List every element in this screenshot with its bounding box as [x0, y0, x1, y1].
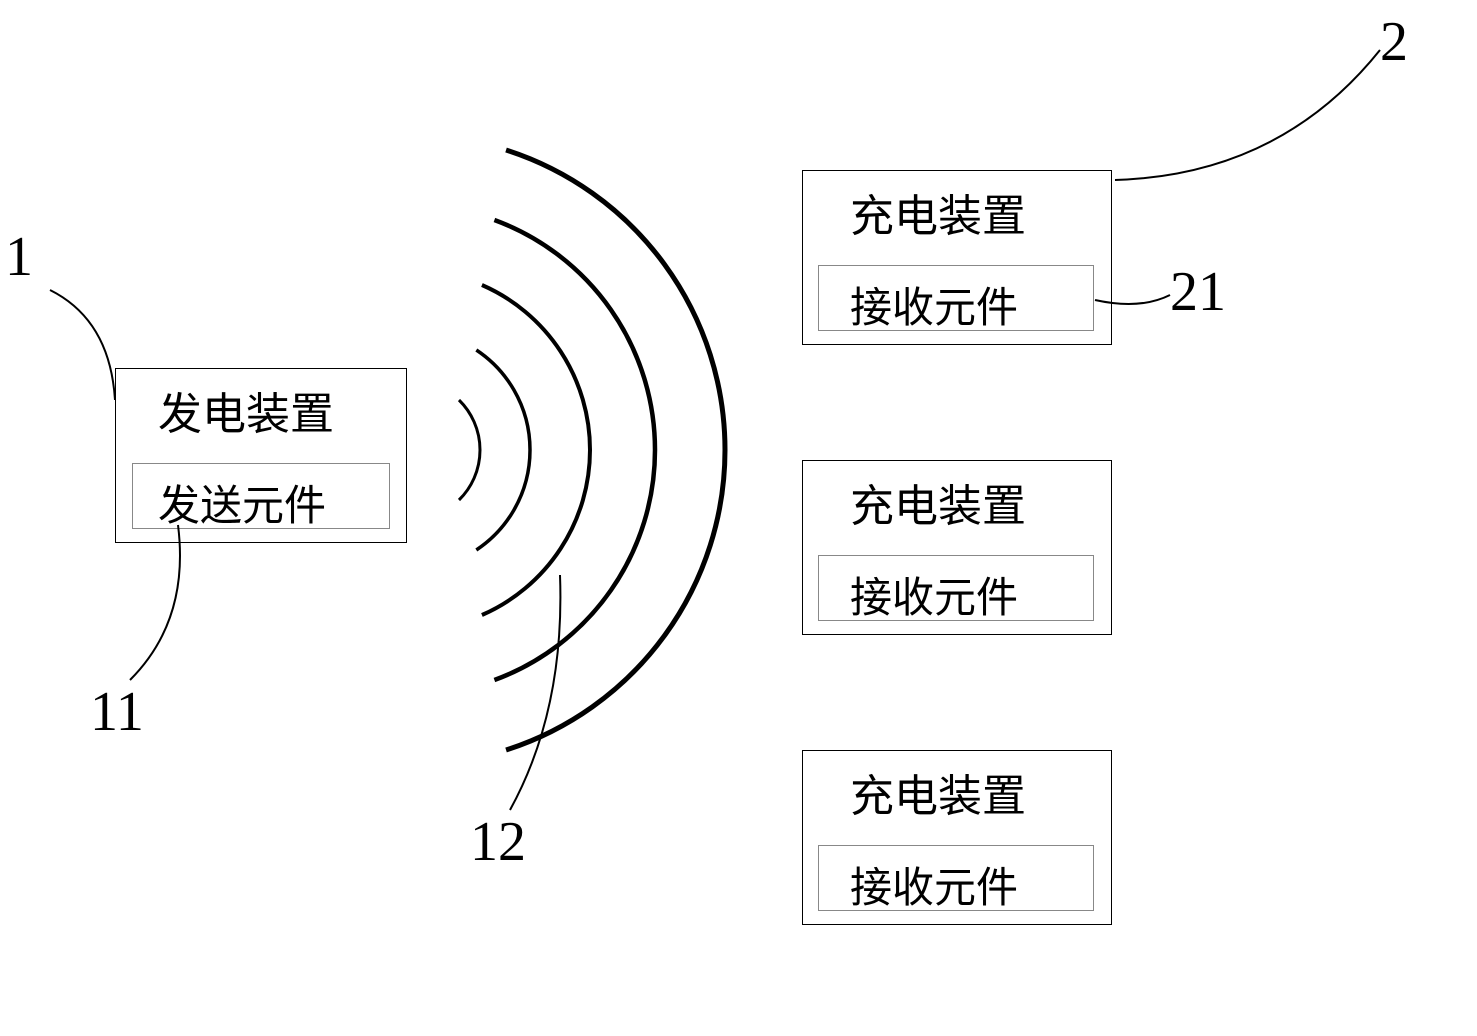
charger-title-2: 充电装置 [850, 470, 1026, 534]
callout-1: 1 [5, 225, 33, 289]
charger-title-1: 充电装置 [850, 180, 1026, 244]
generator-title: 发电装置 [158, 378, 334, 442]
callout-12: 12 [470, 810, 526, 874]
generator-inner-label: 发送元件 [158, 472, 326, 533]
charger-inner-label-1: 接收元件 [850, 274, 1018, 335]
charger-title-3: 充电装置 [850, 760, 1026, 824]
callout-2: 2 [1380, 10, 1408, 74]
charger-inner-label-3: 接收元件 [850, 854, 1018, 915]
wave-arcs [459, 150, 725, 750]
callout-21: 21 [1170, 260, 1226, 324]
charger-inner-label-2: 接收元件 [850, 564, 1018, 625]
callout-11: 11 [90, 680, 144, 744]
